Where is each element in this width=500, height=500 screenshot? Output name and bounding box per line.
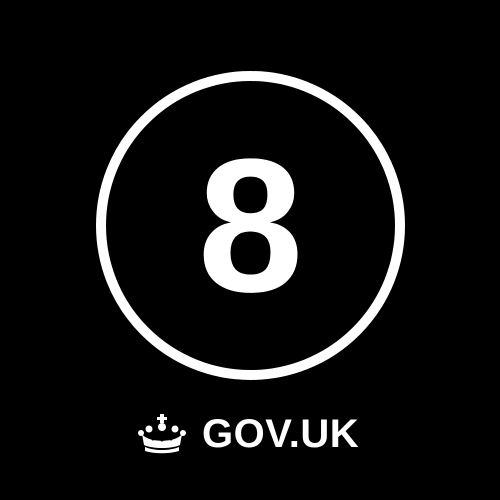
number-label: 8 bbox=[197, 119, 304, 332]
crown-icon bbox=[138, 414, 186, 454]
number-ring bbox=[96, 71, 405, 380]
govuk-wordmark: GOV.UK bbox=[202, 412, 360, 456]
govuk-brand: GOV.UK bbox=[135, 413, 359, 455]
